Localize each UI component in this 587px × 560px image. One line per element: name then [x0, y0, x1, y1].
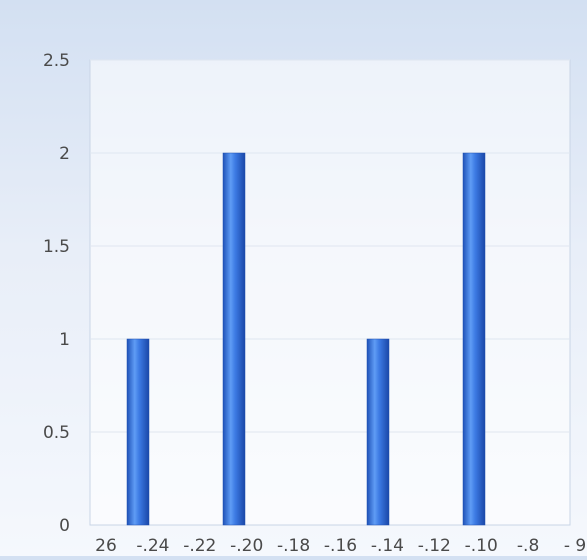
x-tick-label: -.16 [324, 536, 357, 556]
bar [462, 152, 486, 526]
x-tick-label: -.14 [371, 536, 404, 556]
x-tick-label: -.24 [136, 536, 169, 556]
y-tick-label: 0.5 [43, 423, 70, 443]
y-axis-ticks: 0 0.5 1 1.5 2 2.5 [43, 51, 70, 536]
y-tick-label: 1.5 [43, 237, 70, 257]
x-tick-label: -.20 [230, 536, 263, 556]
x-tick-label: - 9 [564, 536, 586, 556]
x-tick-label: -.12 [418, 536, 451, 556]
x-tick-label: -.8 [517, 536, 539, 556]
y-tick-label: 2.5 [43, 51, 70, 71]
y-tick-label: 2 [59, 144, 70, 164]
x-tick-label: -.22 [183, 536, 216, 556]
bar [222, 152, 246, 526]
x-tick-label: -.10 [465, 536, 498, 556]
grid-lines [90, 59, 570, 433]
plot-area [89, 59, 571, 526]
bar [366, 338, 390, 526]
y-tick-label: 0 [59, 516, 70, 536]
x-tick-label: 26 [95, 536, 117, 556]
x-tick-label: -.18 [277, 536, 310, 556]
x-axis-ticks: 26 -.24 -.22 -.20 -.18 -.16 -.14 -.12 -.10 -.8 - 9 [95, 536, 586, 556]
y-tick-label: 1 [59, 330, 70, 350]
bars [126, 152, 486, 526]
bar [126, 338, 150, 526]
